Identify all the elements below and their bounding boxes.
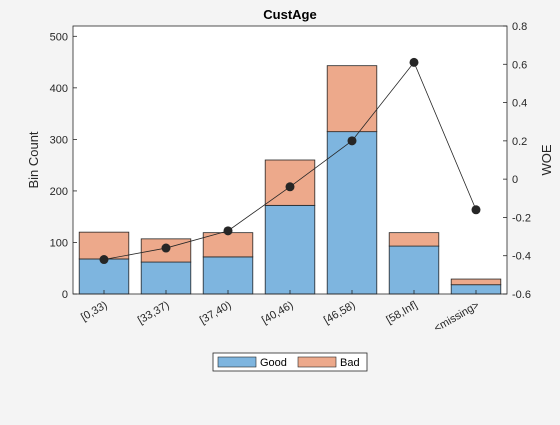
legend-swatch-good xyxy=(217,356,257,368)
y-axis-label-right: WOE xyxy=(539,144,554,175)
left-tick-label: 300 xyxy=(50,134,68,146)
right-tick-label: 0 xyxy=(512,174,518,186)
bar-bad-6 xyxy=(450,278,502,286)
legend: Good Bad xyxy=(212,352,368,372)
left-tick-label: 100 xyxy=(50,237,68,249)
x-tick-label: <missing> xyxy=(432,299,481,334)
bar-bad-5 xyxy=(388,232,440,247)
right-axis: -0.6 -0.4 -0.2 0 0.2 0.4 0.6 0.8 xyxy=(503,21,531,301)
bars-layer xyxy=(78,65,502,295)
bar-good-5 xyxy=(388,245,440,295)
right-tick-label: 0.4 xyxy=(512,98,527,110)
left-axis: 0 100 200 300 400 500 xyxy=(50,31,77,301)
x-axis: [0,33) [33,37) [37,40) [40,46) [46,58) [58,In… xyxy=(79,290,482,335)
left-tick-label: 500 xyxy=(50,31,68,43)
woe-point-6 xyxy=(471,205,481,215)
woe-point-3 xyxy=(285,182,295,192)
right-tick-label: 0.8 xyxy=(512,21,527,33)
woe-point-2 xyxy=(223,226,233,236)
chart-title: CustAge xyxy=(263,7,316,22)
right-tick-label: 0.6 xyxy=(512,59,527,71)
x-tick-label: [40,46) xyxy=(260,299,296,327)
woe-point-0 xyxy=(99,255,109,265)
bar-good-2 xyxy=(202,256,254,295)
bar-bad-4 xyxy=(326,65,378,133)
left-tick-label: 200 xyxy=(50,186,68,198)
legend-label-bad: Bad xyxy=(340,357,360,369)
x-tick-label: [33,37) xyxy=(136,299,172,327)
right-tick-label: 0.2 xyxy=(512,136,527,148)
legend-swatch-bad xyxy=(297,356,337,368)
left-tick-label: 400 xyxy=(50,83,68,95)
bar-good-1 xyxy=(140,261,192,295)
x-tick-label: [37,40) xyxy=(198,299,234,327)
bar-bad-0 xyxy=(78,231,130,260)
x-tick-label: [0,33) xyxy=(79,299,109,323)
woe-layer xyxy=(99,57,481,265)
legend-label-good: Good xyxy=(260,357,287,369)
right-tick-label: -0.6 xyxy=(512,289,531,301)
left-tick-label: 0 xyxy=(62,289,68,301)
x-tick-label: [58,Inf] xyxy=(384,299,419,326)
y-axis-label-left: Bin Count xyxy=(26,131,41,188)
bar-good-0 xyxy=(78,258,130,295)
right-tick-label: -0.2 xyxy=(512,212,531,224)
woe-point-1 xyxy=(161,243,171,253)
bar-good-3 xyxy=(264,204,316,295)
right-tick-label: -0.4 xyxy=(512,251,531,263)
bar-good-4 xyxy=(326,131,378,295)
woe-point-5 xyxy=(409,57,419,67)
bar-bad-2 xyxy=(202,232,254,258)
woe-point-4 xyxy=(347,136,357,146)
x-tick-label: [46,58) xyxy=(322,299,358,327)
